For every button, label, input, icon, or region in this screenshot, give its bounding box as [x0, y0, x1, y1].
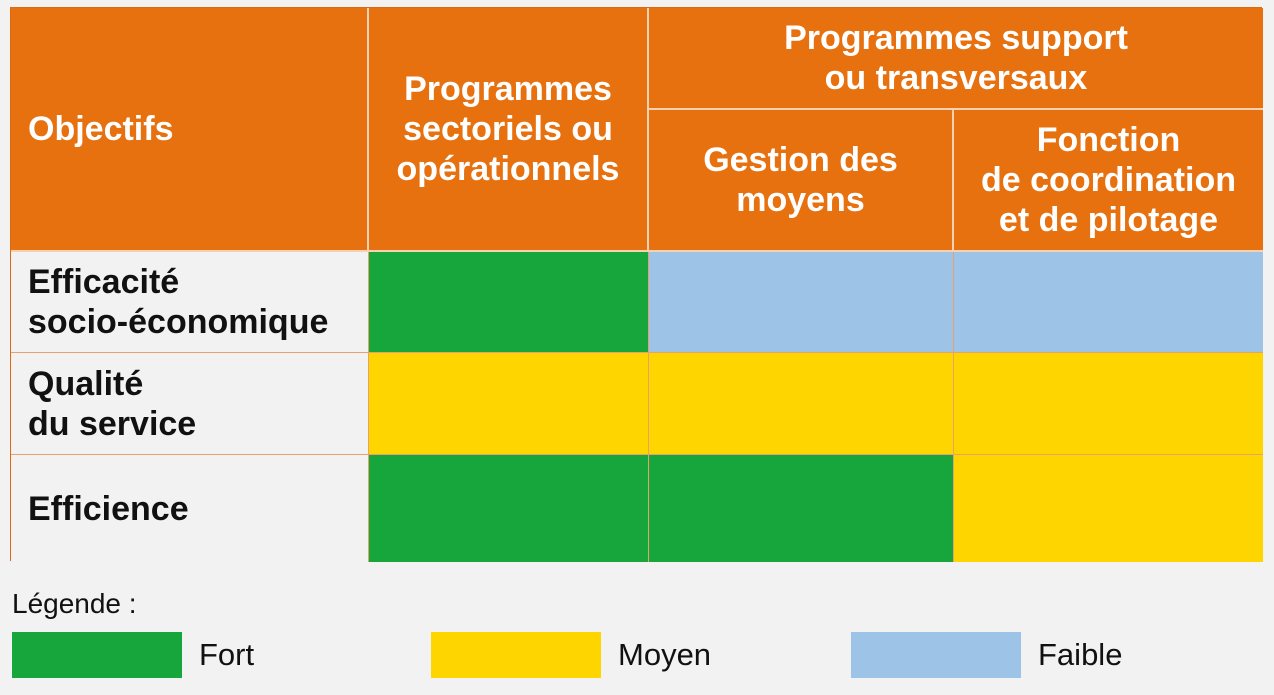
row-label-text: Qualité du service — [28, 364, 197, 443]
row-label-qualite: Qualité du service — [11, 353, 369, 455]
matrix-cell — [954, 353, 1263, 455]
matrix-cell — [954, 252, 1263, 353]
legend-label-faible: Faible — [1038, 637, 1123, 672]
header-support-label: Programmes support ou transversaux — [784, 19, 1128, 97]
header-support: Programmes support ou transversaux — [649, 8, 1263, 110]
header-coordination: Fonction de coordination et de pilotage — [954, 110, 1263, 252]
header-sectoriels: Programmes sectoriels ou opérationnels — [369, 8, 649, 252]
row-label-text: Efficacité socio-économique — [28, 263, 329, 341]
header-gestion-label: Gestion des moyens — [703, 141, 898, 219]
matrix-cell — [954, 455, 1263, 562]
legend-label-moyen: Moyen — [618, 637, 712, 672]
matrix-cell — [369, 455, 649, 562]
legend-title: Légende : — [12, 588, 137, 619]
matrix-cell — [649, 353, 954, 455]
matrix-cell — [369, 252, 649, 353]
matrix-cell — [369, 353, 649, 455]
legend-item-moyen: Moyen — [431, 632, 711, 678]
header-objectifs-label: Objectifs — [28, 110, 174, 148]
matrix-cell — [649, 455, 954, 562]
legend-swatch-faible — [851, 632, 1021, 678]
header-sectoriels-label: Programmes sectoriels ou opérationnels — [396, 70, 620, 188]
row-label-efficience: Efficience — [11, 455, 369, 562]
matrix-cell — [649, 252, 954, 353]
row-label-efficacite: Efficacité socio-économique — [11, 252, 369, 353]
row-label-text: Efficience — [28, 489, 189, 528]
legend-item-faible: Faible — [851, 632, 1122, 678]
legend-item-fort: Fort — [12, 632, 254, 678]
header-coordination-label: Fonction de coordination et de pilotage — [981, 121, 1236, 239]
legend-swatch-fort — [12, 632, 182, 678]
objectives-matrix: Objectifs Programmes sectoriels ou opéra… — [10, 7, 1263, 562]
header-objectifs: Objectifs — [11, 8, 369, 252]
legend-swatch-moyen — [431, 632, 601, 678]
header-gestion: Gestion des moyens — [649, 110, 954, 252]
legend-label-fort: Fort — [199, 637, 255, 672]
